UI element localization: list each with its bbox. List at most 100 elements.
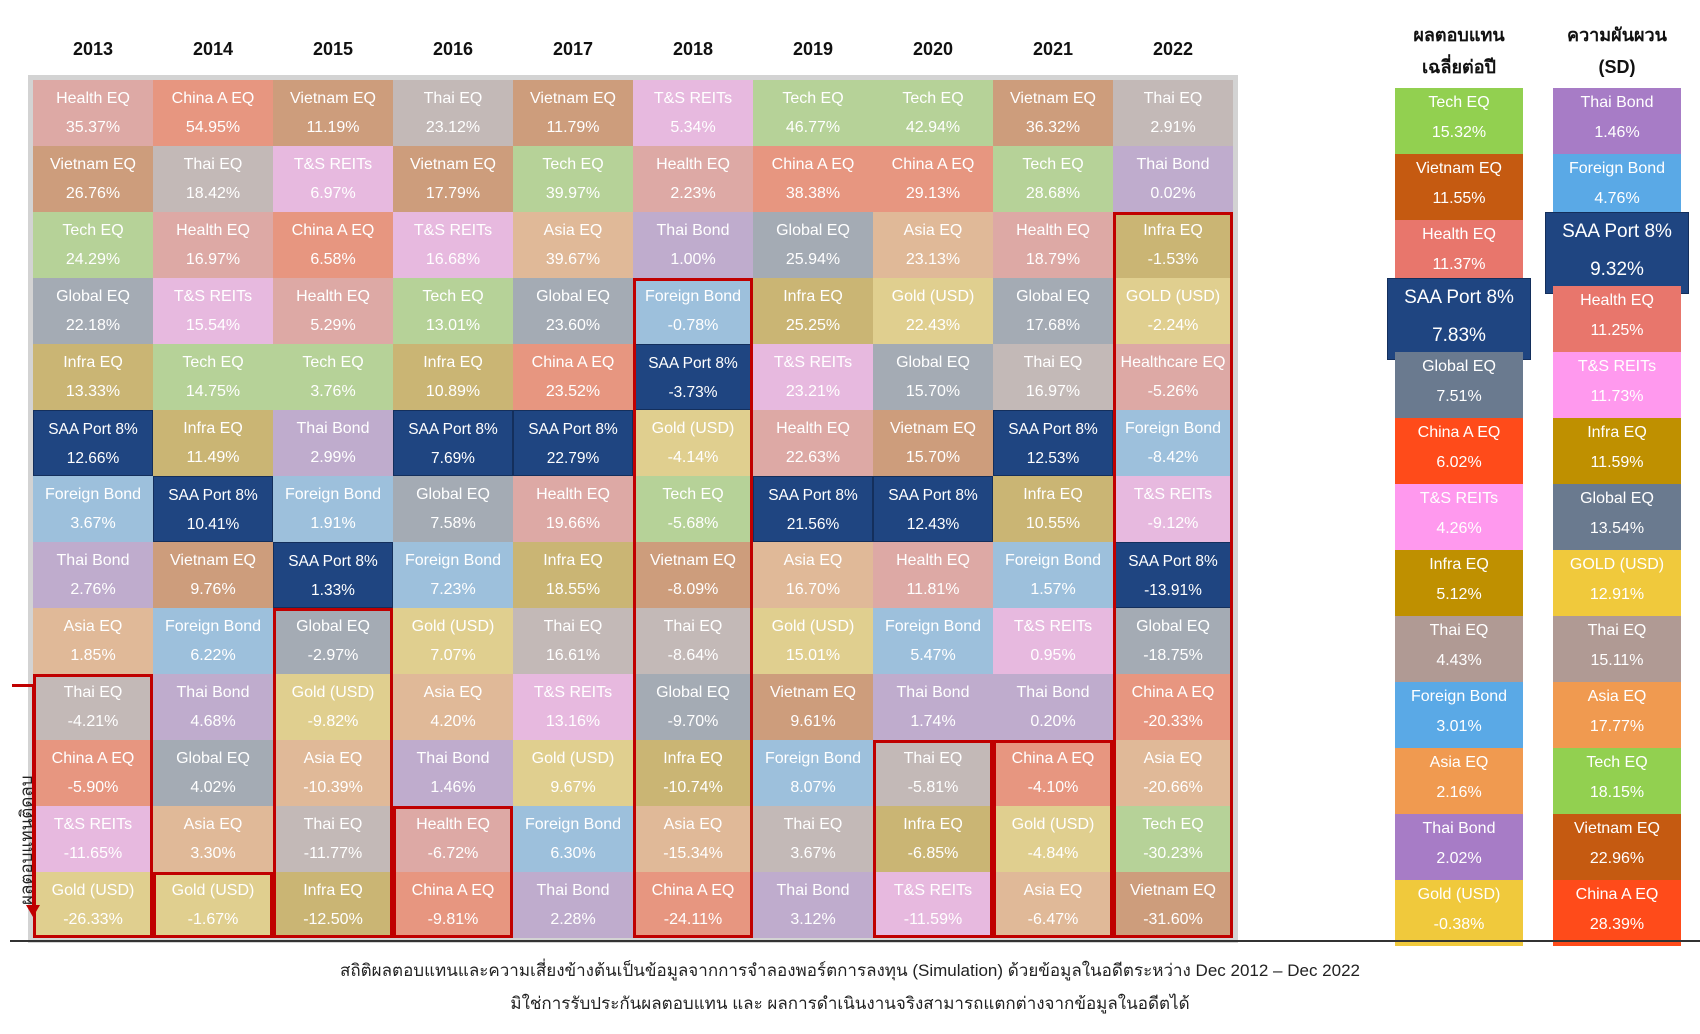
cell-asset-label: Foreign Bond	[1004, 552, 1102, 569]
cell-asset-label: SAA Port 8%	[888, 487, 978, 504]
cell-return-value: 18.42%	[185, 185, 241, 202]
return-cell: Thai EQ 18.42%	[153, 146, 273, 212]
cell-color-fill	[873, 806, 993, 872]
cell-return-value: -1.67%	[187, 911, 239, 928]
avg-return-asset-label: Foreign Bond	[1410, 688, 1508, 705]
return-cell: Global EQ 7.58%	[393, 476, 513, 542]
avg-return-cell: Foreign Bond 3.01%	[1395, 682, 1523, 748]
cell-color-fill	[513, 674, 633, 740]
sd-value: 15.11%	[1590, 652, 1644, 669]
cell-color-fill	[33, 542, 153, 608]
cell-color-fill	[633, 476, 753, 542]
cell-asset-label: China A EQ	[411, 882, 495, 899]
return-cell: Global EQ -9.70%	[633, 674, 753, 740]
cell-return-value: -9.70%	[667, 713, 719, 730]
cell-return-value: -11.59%	[903, 911, 963, 928]
cell-return-value: 42.94%	[905, 119, 961, 136]
cell-asset-label: Global EQ	[776, 222, 850, 239]
cell-asset-label: Gold (USD)	[531, 750, 615, 767]
cell-return-value: 3.67%	[70, 515, 116, 532]
cell-asset-label: Infra EQ	[903, 816, 963, 833]
cell-color-fill	[873, 410, 993, 476]
cell-asset-label: Global EQ	[1136, 618, 1210, 635]
return-cell: T&S REITs -11.59%	[873, 872, 993, 938]
cell-return-value: 17.68%	[1025, 317, 1081, 334]
cell-color-fill	[753, 344, 873, 410]
year-header-2014: 2014	[192, 39, 234, 59]
cell-asset-label: Vietnam EQ	[290, 90, 376, 107]
sd-asset-label: Health EQ	[1580, 292, 1654, 309]
sd-cell: Foreign Bond 4.76%	[1553, 154, 1681, 220]
cell-asset-label: Asia EQ	[423, 684, 483, 701]
sd-value: 13.54%	[1589, 520, 1645, 537]
cell-asset-label: Thai EQ	[783, 816, 843, 833]
cell-color-fill	[633, 740, 753, 806]
return-cell: Thai Bond 1.00%	[633, 212, 753, 278]
cell-color-fill	[753, 542, 873, 608]
cell-color-fill	[273, 344, 393, 410]
cell-return-value: 11.19%	[306, 119, 360, 136]
sd-value: 11.73%	[1590, 388, 1644, 405]
return-cell: Health EQ 22.63%	[753, 410, 873, 476]
sd-asset-label: Infra EQ	[1587, 424, 1647, 441]
return-cell: GOLD (USD) -2.24%	[1113, 278, 1233, 344]
cell-color-fill	[393, 146, 513, 212]
return-cell: SAA Port 8% 10.41%	[153, 476, 273, 542]
cell-return-value: -11.65%	[63, 845, 123, 862]
cell-asset-label: Tech EQ	[302, 354, 364, 371]
return-cell: Thai EQ 23.12%	[393, 80, 513, 146]
cell-return-value: 2.76%	[70, 581, 116, 598]
cell-return-value: 23.52%	[545, 383, 601, 400]
cell-asset-label: Global EQ	[656, 684, 730, 701]
cell-color-fill	[1113, 80, 1233, 146]
cell-color-fill	[753, 410, 873, 476]
cell-return-value: 6.30%	[550, 845, 596, 862]
cell-color-fill	[873, 146, 993, 212]
return-cell: Healthcare EQ -5.26%	[1113, 344, 1233, 410]
cell-return-value: 11.79%	[546, 119, 600, 136]
cell-return-value: 2.28%	[550, 911, 596, 928]
return-cell: Foreign Bond 5.47%	[873, 608, 993, 674]
cell-asset-label: Thai Bond	[656, 222, 730, 239]
cell-asset-label: Healthcare EQ	[1120, 354, 1226, 371]
cell-asset-label: Thai Bond	[1016, 684, 1090, 701]
cell-return-value: 13.01%	[425, 317, 481, 334]
cell-color-fill	[873, 80, 993, 146]
cell-asset-label: Thai Bond	[296, 420, 370, 437]
return-cell: Health EQ 11.81%	[873, 542, 993, 608]
cell-asset-label: Vietnam EQ	[50, 156, 136, 173]
cell-color-fill	[1113, 146, 1233, 212]
cell-color-fill	[633, 806, 753, 872]
cell-return-value: 3.30%	[190, 845, 236, 862]
cell-return-value: -12.50%	[303, 911, 363, 928]
return-cell: Vietnam EQ 36.32%	[993, 80, 1113, 146]
cell-asset-label: Thai Bond	[176, 684, 250, 701]
cell-return-value: -8.09%	[667, 581, 719, 598]
cell-return-value: 39.67%	[545, 251, 601, 268]
cell-asset-label: Foreign Bond	[644, 288, 742, 305]
cell-color-fill	[153, 740, 273, 806]
cell-asset-label: Foreign Bond	[1124, 420, 1222, 437]
return-cell: Health EQ 2.23%	[633, 146, 753, 212]
cell-return-value: -6.47%	[1027, 911, 1079, 928]
avg-return-cell: Global EQ 7.51%	[1395, 352, 1523, 418]
cell-return-value: 18.55%	[545, 581, 601, 598]
avg-return-asset-label: SAA Port 8%	[1404, 287, 1514, 308]
cell-asset-label: SAA Port 8%	[168, 487, 258, 504]
cell-asset-label: Global EQ	[1016, 288, 1090, 305]
cell-asset-label: Thai EQ	[543, 618, 603, 635]
cell-color-fill	[633, 608, 753, 674]
cell-asset-label: Health EQ	[536, 486, 610, 503]
cell-return-value: -5.81%	[907, 779, 959, 796]
cell-asset-label: China A EQ	[171, 90, 255, 107]
cell-asset-label: Foreign Bond	[524, 816, 622, 833]
cell-asset-label: Thai Bond	[416, 750, 490, 767]
return-cell: Vietnam EQ 11.79%	[513, 80, 633, 146]
cell-asset-label: Global EQ	[176, 750, 250, 767]
cell-return-value: -4.10%	[1027, 779, 1079, 796]
return-cell: Gold (USD) -4.84%	[993, 806, 1113, 872]
negative-arrow-head	[26, 905, 40, 917]
cell-return-value: 16.61%	[545, 647, 601, 664]
avg-return-asset-label: Thai EQ	[1429, 622, 1489, 639]
return-cell: China A EQ 23.52%	[513, 344, 633, 410]
